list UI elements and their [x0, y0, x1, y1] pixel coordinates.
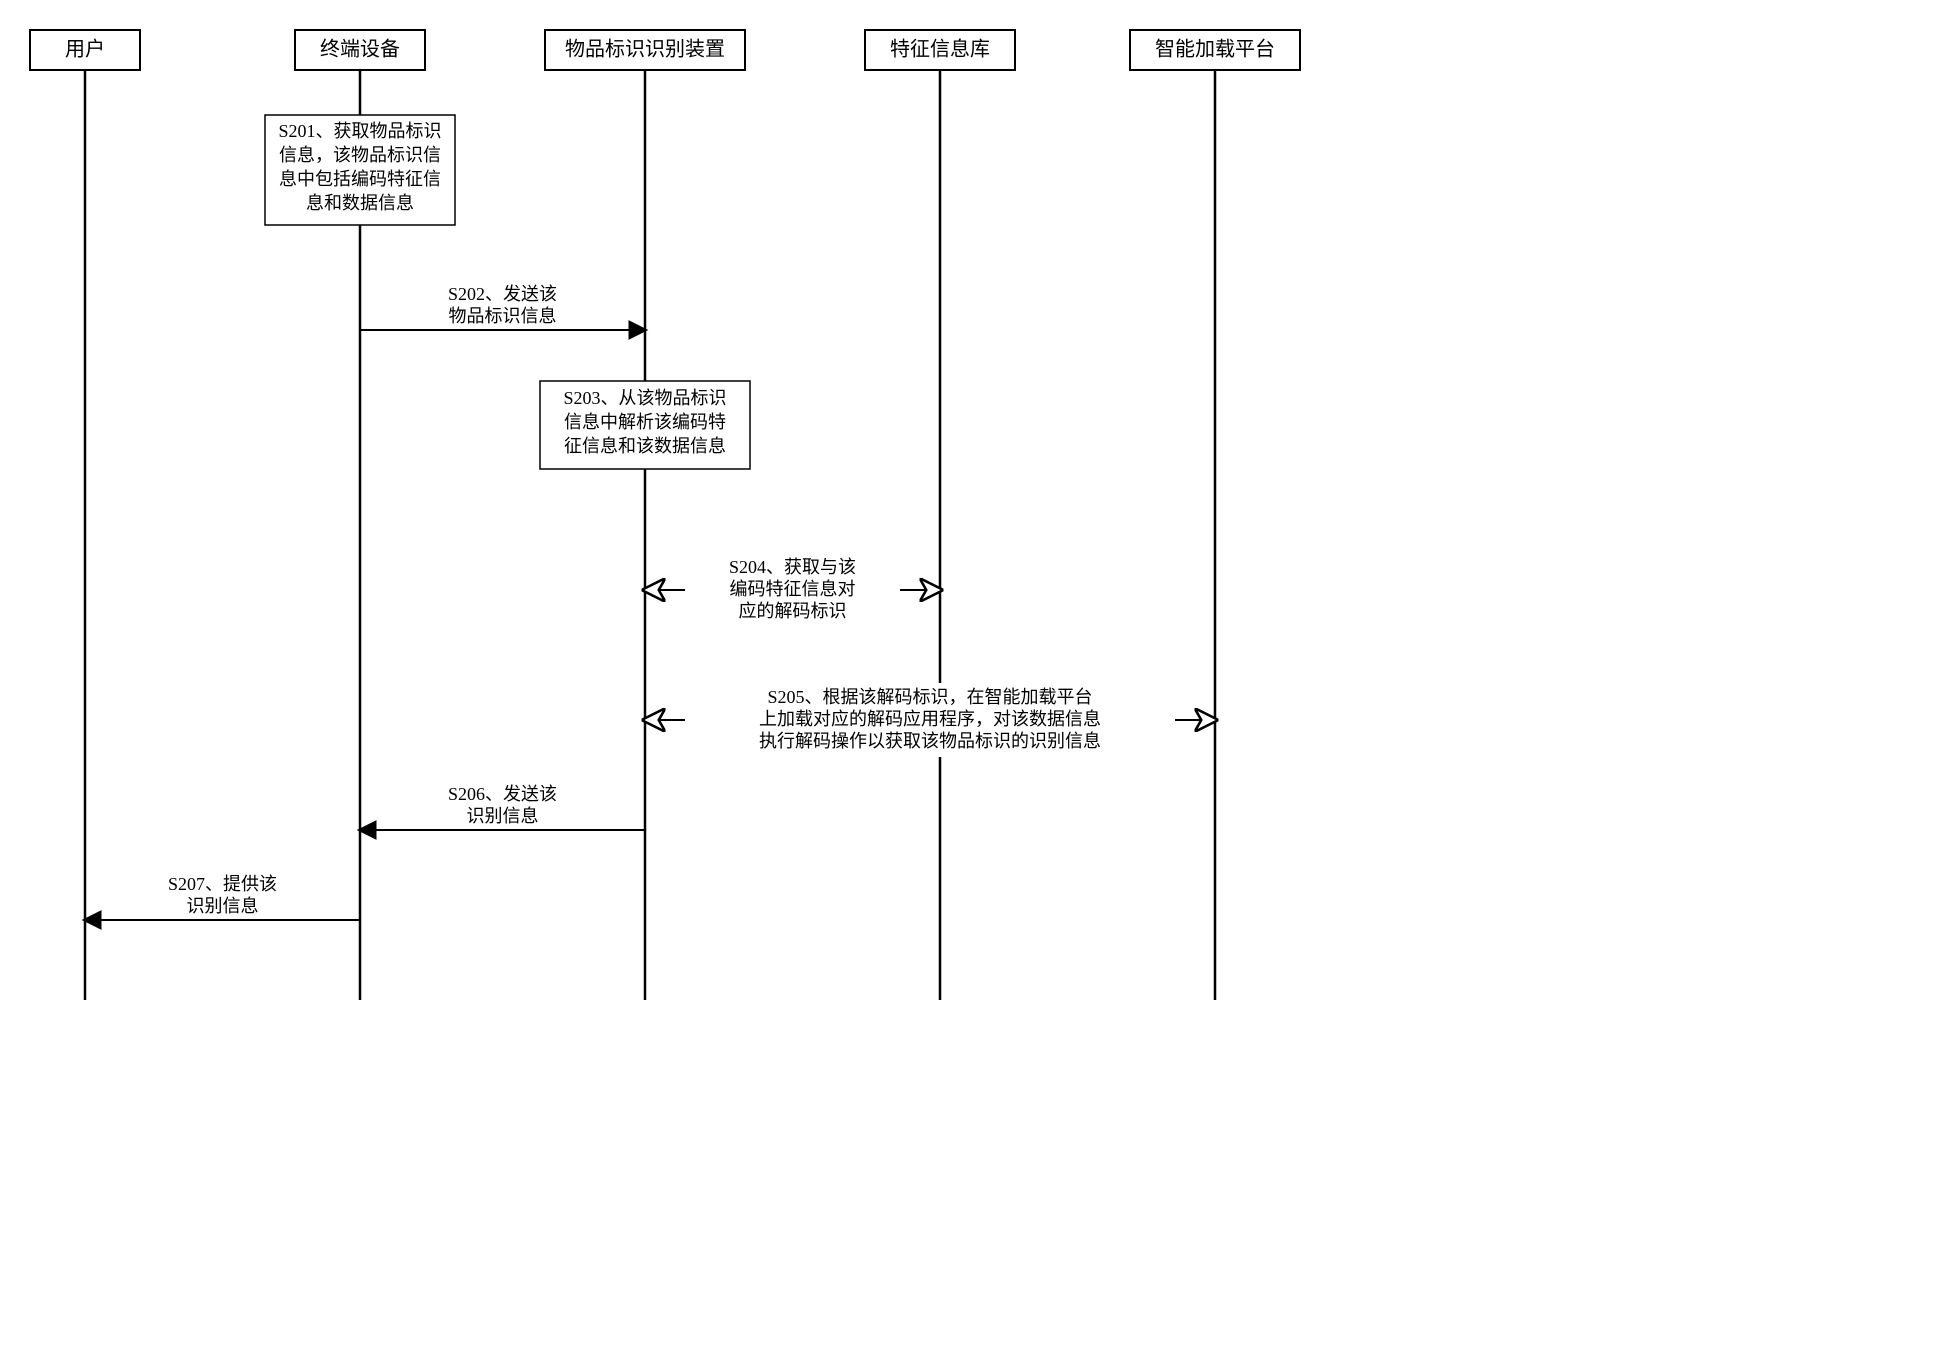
- participant-label-platform: 智能加载平台: [1155, 38, 1275, 61]
- step-text-S204-1: 编码特征信息对: [730, 579, 856, 599]
- step-text-S206-1: 识别信息: [467, 806, 539, 826]
- step-text-S204-0: S204、获取与该: [729, 557, 856, 577]
- step-text-S201-2: 息中包括编码特征信: [279, 169, 441, 189]
- step-text-S203-0: S203、从该物品标识: [563, 388, 726, 408]
- step-text-S205-1: 上加载对应的解码应用程序，对该数据信息: [759, 709, 1101, 729]
- step-text-S202-0: S202、发送该: [448, 284, 557, 304]
- step-text-S205-2: 执行解码操作以获取该物品标识的识别信息: [759, 731, 1101, 751]
- step-text-S203-1: 信息中解析该编码特: [564, 412, 726, 432]
- step-text-S202-1: 物品标识信息: [449, 306, 557, 326]
- step-text-S201-3: 息和数据信息: [306, 193, 414, 213]
- step-text-S204-2: 应的解码标识: [739, 601, 847, 621]
- sequence-diagram: 用户 终端设备 物品标识识别装置 特征信息库 智能加载平台 S201、获取物品标识信息，该…: [20, 20, 1320, 1020]
- step-text-S201-1: 信息，该物品标识信: [279, 145, 441, 165]
- step-text-S205-0: S205、根据该解码标识，在智能加载平台: [767, 687, 1092, 707]
- step-text-S201-0: S201、获取物品标识: [278, 121, 441, 141]
- participant-label-library: 特征信息库: [890, 38, 990, 61]
- participant-label-terminal: 终端设备: [320, 38, 400, 61]
- participant-label-device: 物品标识识别装置: [565, 38, 725, 61]
- participant-label-user: 用户: [65, 38, 105, 61]
- step-text-S203-2: 征信息和该数据信息: [564, 436, 726, 456]
- step-text-S207-0: S207、提供该: [168, 874, 277, 894]
- step-text-S207-1: 识别信息: [187, 896, 259, 916]
- step-text-S206-0: S206、发送该: [448, 784, 557, 804]
